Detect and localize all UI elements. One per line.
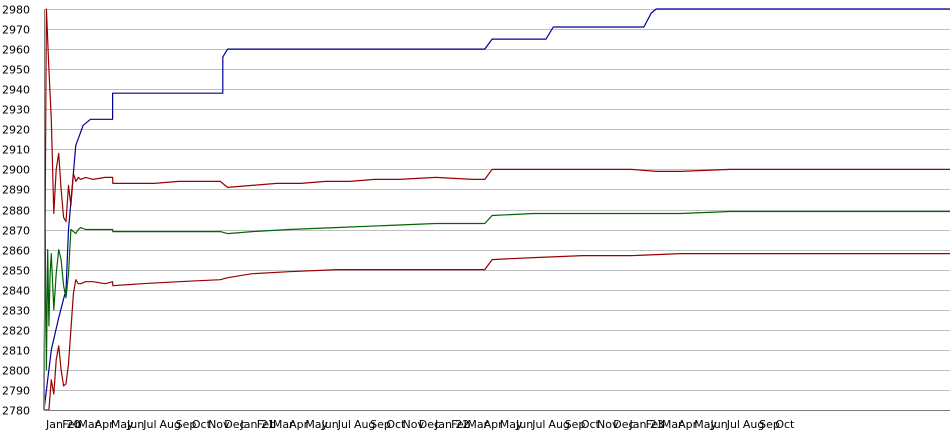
x-tick-label: Oct (775, 418, 795, 431)
y-tick-label: 2790 (2, 385, 30, 398)
x-tick-label: Feb (257, 418, 276, 431)
series-lines (43, 8, 950, 411)
x-tick-label: Oct (386, 418, 406, 431)
x-tick-label: Apr (678, 418, 698, 431)
series-line-average (43, 210, 950, 411)
y-tick-label: 2780 (2, 405, 30, 418)
x-tick-label: Sep (565, 418, 586, 431)
x-tick-label: Jul (142, 418, 156, 431)
x-tick-label: May (305, 418, 328, 431)
y-tick-label: 2940 (2, 84, 30, 97)
y-tick-label: 2850 (2, 265, 30, 278)
x-tick-label: Oct (581, 418, 601, 431)
y-axis-ticks: 2780 2790 2800 2810 2820 2830 2840 2850 2860 2870… (2, 4, 30, 418)
y-tick-label: 2890 (2, 184, 30, 197)
x-tick-label: May (111, 418, 134, 431)
x-tick-label: Aug (548, 418, 569, 431)
x-tick-label: Nov (403, 418, 425, 431)
x-tick-label: Jan 22 (434, 418, 469, 431)
y-tick-label: 2910 (2, 144, 30, 157)
x-tick-label: Mar (662, 418, 683, 431)
y-tick-label: 2870 (2, 225, 30, 238)
y-tick-label: 2960 (2, 44, 30, 57)
x-tick-label: Dec (613, 418, 634, 431)
series-line-upper (43, 8, 950, 411)
y-tick-label: 2980 (2, 4, 30, 17)
x-tick-label: Dec (224, 418, 245, 431)
x-tick-label: Jan 21 (239, 418, 274, 431)
y-tick-label: 2920 (2, 124, 30, 137)
y-tick-label: 2880 (2, 205, 30, 218)
x-tick-label: Jan 23 (628, 418, 663, 431)
y-tick-label: 2830 (2, 305, 30, 318)
x-tick-label: Jun (710, 418, 728, 431)
x-tick-label: Aug (743, 418, 764, 431)
x-tick-label: Apr (95, 418, 115, 431)
x-tick-label: Mar (78, 418, 99, 431)
x-tick-label: Nov (208, 418, 230, 431)
x-tick-label: Sep (759, 418, 780, 431)
x-tick-label: Oct (192, 418, 212, 431)
y-tick-label: 2970 (2, 24, 30, 37)
x-tick-label: Jun (515, 418, 533, 431)
x-tick-label: May (694, 418, 717, 431)
y-tick-label: 2840 (2, 285, 30, 298)
y-tick-label: 2930 (2, 104, 30, 117)
x-tick-label: Jul (337, 418, 351, 431)
x-tick-label: Dec (419, 418, 440, 431)
x-tick-label: Jan 20 (45, 418, 80, 431)
y-tick-label: 2860 (2, 245, 30, 258)
x-tick-label: May (500, 418, 523, 431)
x-tick-label: Mar (273, 418, 294, 431)
y-tick-label: 2950 (2, 64, 30, 77)
series-line-max (43, 8, 950, 411)
y-tick-label: 2810 (2, 345, 30, 358)
x-tick-label: Jun (321, 418, 339, 431)
x-tick-label: Mar (467, 418, 488, 431)
y-tick-label: 2820 (2, 325, 30, 338)
y-tick-label: 2900 (2, 164, 30, 177)
y-tick-label: 2800 (2, 365, 30, 378)
x-tick-label: Apr (289, 418, 309, 431)
x-tick-label: Feb (646, 418, 665, 431)
x-tick-label: Jul (531, 418, 545, 431)
x-tick-label: Sep (176, 418, 197, 431)
series-line-lower (44, 253, 950, 411)
grid-lines (44, 9, 950, 411)
x-tick-label: Apr (484, 418, 504, 431)
x-tick-label: Nov (597, 418, 619, 431)
x-tick-label: Feb (451, 418, 470, 431)
x-tick-label: Aug (354, 418, 375, 431)
x-tick-label: Sep (370, 418, 391, 431)
x-tick-label: Jun (126, 418, 144, 431)
x-tick-label: Aug (159, 418, 180, 431)
x-tick-label: Feb (62, 418, 81, 431)
x-tick-label: Jul (726, 418, 740, 431)
